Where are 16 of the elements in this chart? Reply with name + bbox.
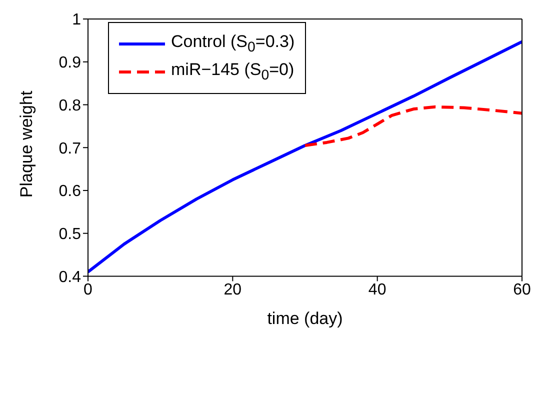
y-tick-label: 0.8 bbox=[58, 97, 82, 114]
legend-label: Control (S$_{0}$=0.3) bbox=[171, 32, 295, 56]
x-axis-title: time (day) bbox=[267, 309, 343, 328]
x-tick-label: 0 bbox=[84, 282, 93, 299]
x-tick-label: 60 bbox=[513, 282, 531, 299]
line-series bbox=[304, 105, 522, 147]
y-tick-label: 0.4 bbox=[58, 268, 82, 286]
x-tick-label: 40 bbox=[368, 282, 386, 299]
y-tick-label: 1 bbox=[72, 12, 82, 29]
y-tick-label: 0.7 bbox=[58, 140, 82, 158]
y-tick-label: 0.9 bbox=[58, 54, 82, 72]
y-tick-label: 0.5 bbox=[58, 226, 82, 244]
x-tick-label: 20 bbox=[224, 282, 242, 299]
y-tick-label: 0.6 bbox=[58, 183, 82, 200]
y-axis-title: Plaque weight bbox=[17, 90, 36, 198]
legend-label: miR−145 (S$_{0}$=0) bbox=[171, 60, 294, 84]
